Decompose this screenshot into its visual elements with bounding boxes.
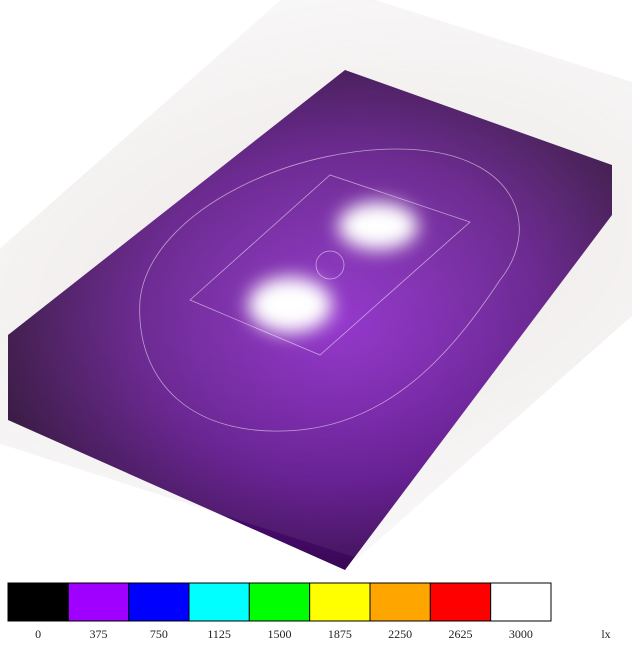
legend-label: 750 bbox=[150, 627, 168, 641]
legend-swatch bbox=[248, 582, 311, 622]
legend-label: 1875 bbox=[328, 627, 352, 641]
stadium-outline bbox=[139, 148, 520, 432]
legend-swatch bbox=[67, 582, 130, 622]
legend-label: 2250 bbox=[388, 627, 412, 641]
legend-swatch bbox=[309, 582, 371, 622]
hot-spots bbox=[248, 202, 418, 333]
legend-label: 0 bbox=[35, 627, 41, 641]
legend-label: 375 bbox=[90, 627, 108, 641]
legend-label: 1125 bbox=[207, 627, 231, 641]
legend-swatch bbox=[429, 582, 492, 622]
legend-label: 3000 bbox=[509, 627, 533, 641]
legend-swatch bbox=[188, 582, 250, 622]
legend-swatch bbox=[490, 582, 552, 622]
legend-label: 2625 bbox=[449, 627, 473, 641]
legend-label: 1500 bbox=[268, 627, 292, 641]
legend-unit: lx bbox=[601, 627, 610, 641]
legend-swatch bbox=[128, 582, 190, 622]
legend-swatch bbox=[7, 582, 69, 622]
legend: 0 375 750 1125 1500 1875 2250 2625 3000 lx bbox=[7, 582, 611, 641]
legend-swatch bbox=[369, 582, 431, 622]
